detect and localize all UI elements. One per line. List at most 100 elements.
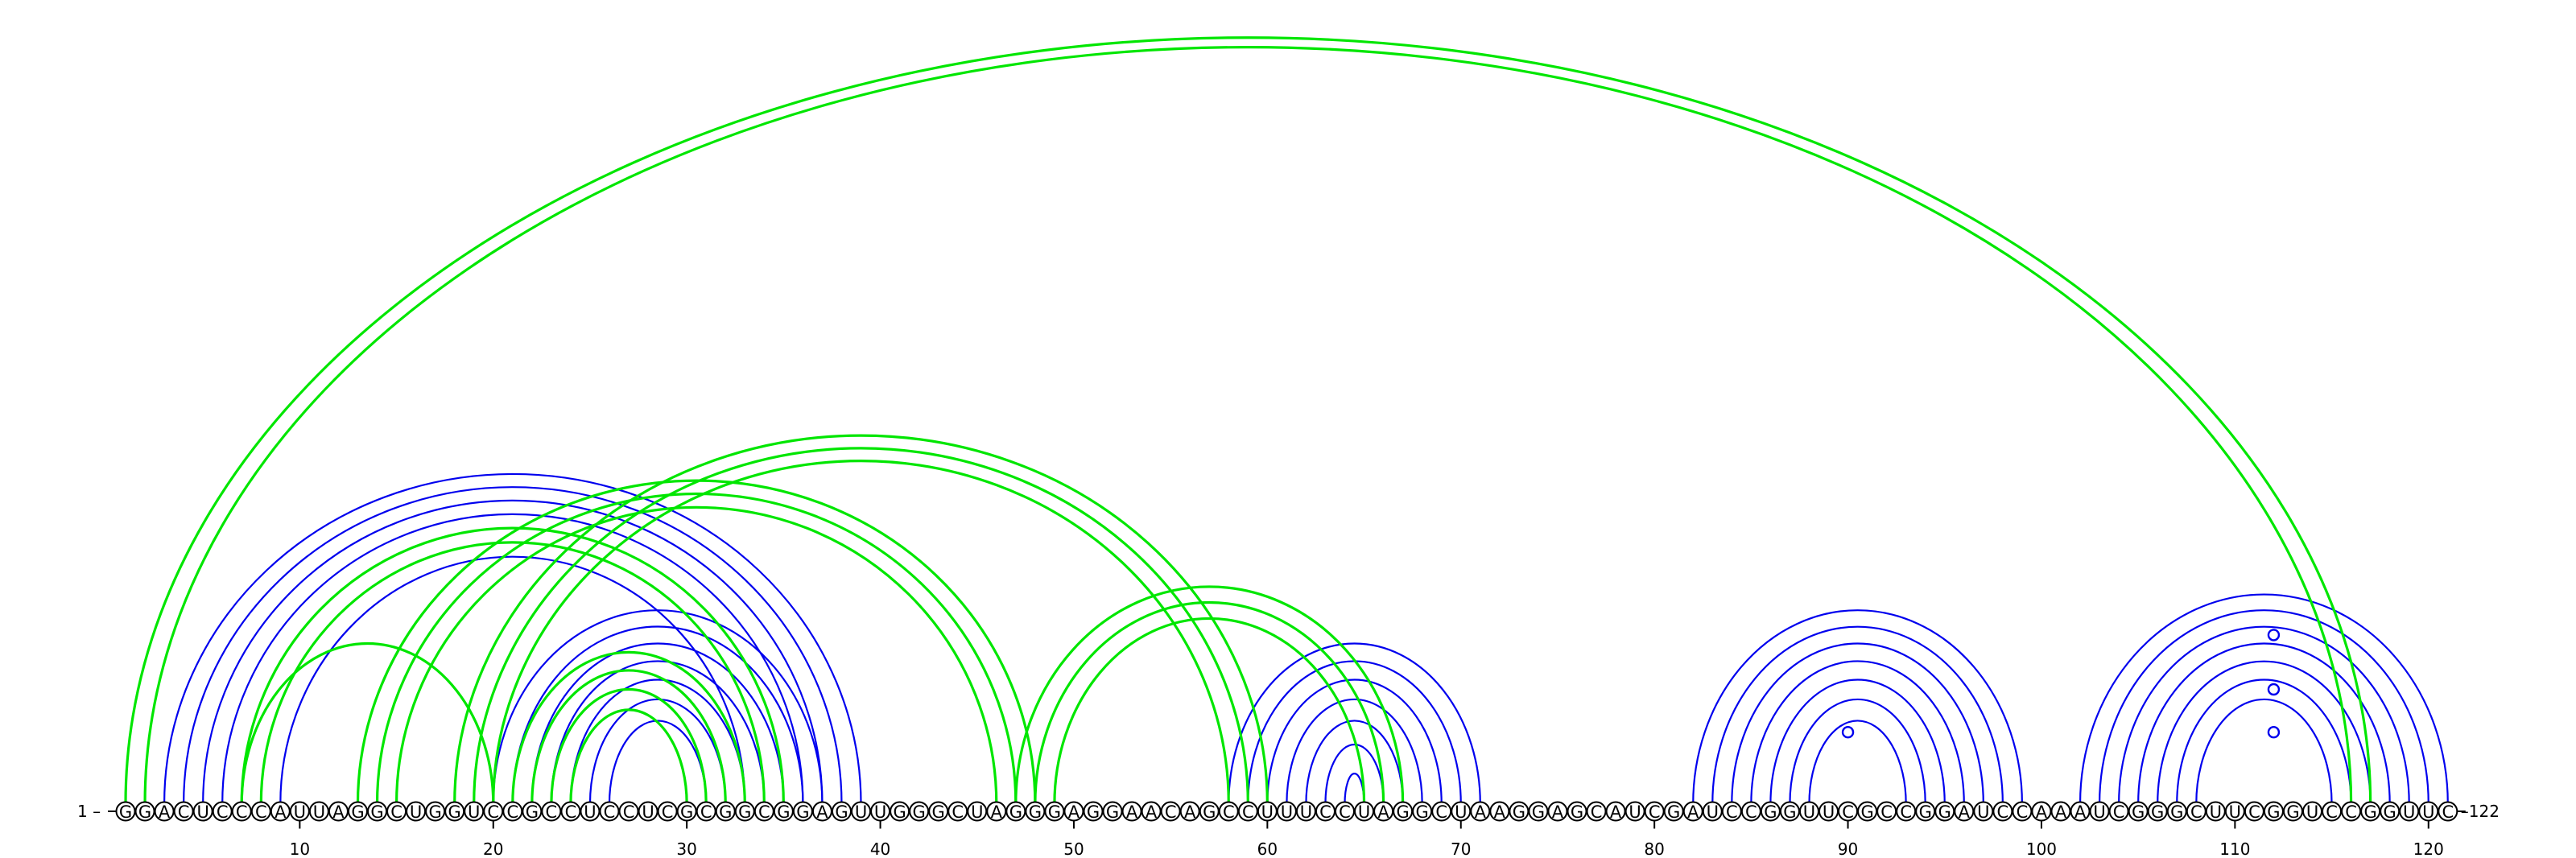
nucleotide-circle (1721, 801, 1742, 822)
nucleotide-43: G (928, 801, 949, 822)
nucleotide-57: G (1199, 801, 1220, 822)
nucleotide-13: G (347, 801, 368, 822)
nucleotide-letter: U (2229, 802, 2241, 822)
nucleotide-77: C (1586, 801, 1607, 822)
nucleotide-36: G (792, 801, 813, 822)
nucleotide-letter: C (758, 802, 770, 822)
nucleotide-letter: G (893, 802, 906, 822)
nucleotide-41: G (890, 801, 910, 822)
nucleotide-85: C (1740, 801, 1761, 822)
nucleotide-7: C (231, 801, 252, 822)
base-pair-arc-green-23-31 (550, 687, 708, 804)
nucleotide-circle (134, 801, 155, 822)
nucleotide-119: U (2399, 801, 2420, 822)
nucleotide-circle (1354, 801, 1375, 822)
nucleotide-81: G (1663, 801, 1684, 822)
nucleotide-letter: A (1552, 802, 1564, 822)
nucleotide-84: C (1721, 801, 1742, 822)
nucleotide-107: G (2166, 801, 2187, 822)
nucleotide-70: U (1451, 801, 1472, 822)
nucleotide-28: U (638, 801, 658, 822)
nucleotide-letter: C (506, 802, 518, 822)
base-pair-arc-blue-20-37 (492, 609, 824, 804)
nucleotide-circle (2166, 801, 2187, 822)
nucleotide-letter: C (178, 802, 190, 822)
base-pair-arc-blue-85-96 (1750, 660, 1965, 804)
base-pair-arc-blue-6-36 (221, 513, 804, 804)
nucleotide-circle (2070, 801, 2091, 822)
nucleotide-circle (657, 801, 678, 822)
base-pair-arc-blue-84-97 (1731, 642, 1984, 804)
nucleotide-circle (464, 801, 485, 822)
nucleotide-circle (928, 801, 949, 822)
nucleotide-circle (406, 801, 427, 822)
nucleotide-circle (1025, 801, 1046, 822)
nucleotide-letter: G (1416, 802, 1429, 822)
nucleotide-15: C (386, 801, 407, 822)
nucleotide-letter: U (1977, 802, 1989, 822)
nucleotide-21: C (502, 801, 523, 822)
nucleotide-letter: U (2306, 802, 2318, 822)
nucleotide-circle (231, 801, 252, 822)
nucleotide-letter: C (1842, 802, 1854, 822)
nucleotide-48: G (1025, 801, 1046, 822)
nucleotide-circle (1199, 801, 1220, 822)
nucleotide-letter: G (1087, 802, 1100, 822)
nucleotide-letter: C (1319, 802, 1331, 822)
nucleotide-letter: A (2055, 802, 2067, 822)
nucleotide-circle (1431, 801, 1452, 822)
nucleotide-45: U (967, 801, 988, 822)
nucleotide-circle (1528, 801, 1549, 822)
nucleotide-letter: G (1009, 802, 1022, 822)
base-pair-arc-blue-9-33 (279, 555, 746, 804)
nucleotide-letter: C (623, 802, 635, 822)
base-pair-arc-green-22-32 (530, 669, 727, 804)
nucleotide-circle (2147, 801, 2168, 822)
nucleotide-letter: G (2151, 802, 2164, 822)
nucleotide-20: C (483, 801, 504, 822)
nucleotide-circle (367, 801, 388, 822)
nucleotide-letter: A (991, 802, 1003, 822)
nucleotide-letter: U (971, 802, 983, 822)
nucleotide-circle (599, 801, 620, 822)
base-pair-arc-blue-21-36 (511, 625, 804, 804)
nucleotide-letter: G (2170, 802, 2183, 822)
base-pair-arc-green-47-67 (1014, 585, 1405, 804)
base-pair-arc-green-21-33 (511, 650, 746, 804)
nucleotide-letter: G (2267, 802, 2280, 822)
nucleotide-letter: G (1532, 802, 1545, 822)
nucleotide-32: G (715, 801, 736, 822)
nucleotide-82: A (1682, 801, 1703, 822)
nucleotide-letter: U (855, 802, 867, 822)
nucleotide-letter: U (1707, 802, 1719, 822)
nucleotide-circle (347, 801, 368, 822)
base-pair-arc-green-24-30 (569, 708, 688, 804)
nucleotide-83: U (1702, 801, 1723, 822)
nucleotide-letter: A (1126, 802, 1138, 822)
nucleotide-40: U (870, 801, 891, 822)
base-pair-arc-green-2-116 (143, 46, 2353, 804)
nucleotide-50: A (1063, 801, 1084, 822)
nucleotide-letter: A (816, 802, 828, 822)
nucleotide-circle (1876, 801, 1897, 822)
nucleotide-56: A (1179, 801, 1200, 822)
nucleotide-circle (2322, 801, 2343, 822)
nucleotide-circle (270, 801, 291, 822)
nucleotide-letter: A (1184, 802, 1196, 822)
nucleotide-circle (1393, 801, 1414, 822)
nucleotide-circle (580, 801, 601, 822)
nucleotide-letter: C (700, 802, 712, 822)
nucleotide-letter: G (1029, 802, 1042, 822)
nucleotide-109: U (2205, 801, 2226, 822)
nucleotide-letter: G (1783, 802, 1796, 822)
nucleotide-circle (734, 801, 755, 822)
nucleotide-110: U (2224, 801, 2245, 822)
nucleotide-circle (1934, 801, 1955, 822)
nucleotide-94: G (1915, 801, 1936, 822)
nucleotide-circle (1470, 801, 1491, 822)
nucleotide-105: G (2128, 801, 2149, 822)
nucleotide-circle (1702, 801, 1723, 822)
gu-pair-marker-105-119 (2267, 629, 2281, 641)
nucleotide-33: G (734, 801, 755, 822)
nucleotide-10: U (289, 801, 310, 822)
